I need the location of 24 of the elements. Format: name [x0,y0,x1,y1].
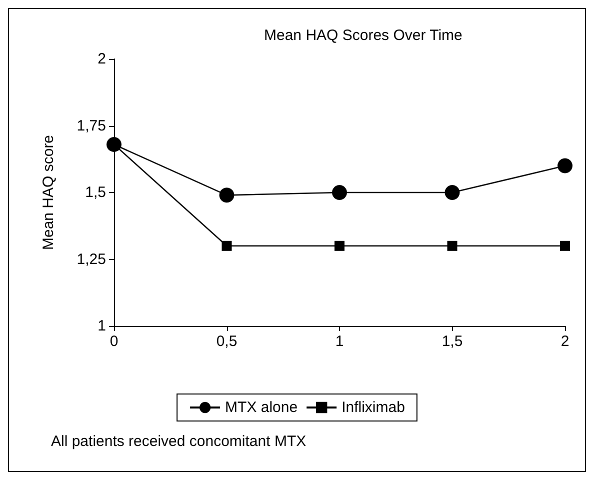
x-tick-label: 1 [335,333,344,350]
point [222,240,232,251]
point [560,240,570,251]
point [444,185,460,200]
y-tick-label: 1,75 [76,117,106,134]
x-tick-label: 0,5 [216,333,238,350]
point [332,185,347,200]
point [106,136,122,152]
point [447,240,458,251]
legend-label: Infliximab [342,399,405,416]
y-axis-title: Mean HAQ score [40,134,57,250]
text: All patients received concomitant MTX [51,433,306,450]
x-tick-label: 0 [110,333,118,350]
x-tick-label: 1,5 [442,333,463,350]
point [558,158,572,174]
y-tick-label: 1,25 [76,250,106,268]
y-tick-label: 1,5 [85,184,106,201]
chart-title: Mean HAQ Scores Over Time [264,27,462,44]
point [334,240,344,251]
point [219,188,234,203]
x-tick-label: 2 [560,333,570,350]
y-tick-label: 2 [98,50,106,68]
y-tick-label: 1 [98,318,106,334]
legend-label: MTX alone [225,399,298,416]
